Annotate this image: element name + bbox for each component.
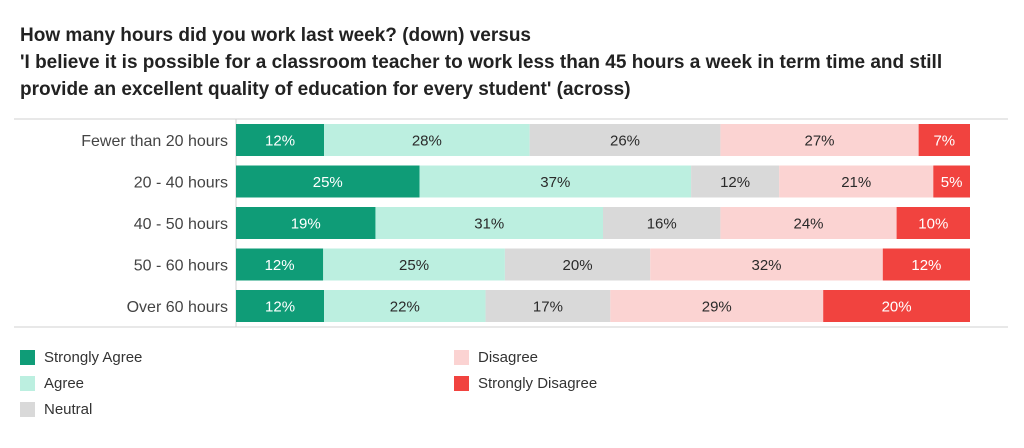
bar-agree-20-40-hours — [419, 165, 692, 198]
chart-title-line-3: provide an excellent quality of educatio… — [20, 79, 631, 100]
chart-title: How many hours did you work last week? (… — [20, 22, 1010, 103]
category-label-fewer-than-20-hours: Fewer than 20 hours — [81, 133, 228, 150]
data-label-agree-50-60-hours: 25% — [399, 257, 429, 274]
legend-label-disagree: Disagree — [478, 348, 539, 366]
data-label-strongly-disagree-fewer-than-20-hours: 7% — [933, 133, 955, 150]
legend-swatch-strongly-agree — [20, 349, 35, 365]
data-label-neutral-50-60-hours: 20% — [563, 257, 593, 274]
bar-agree-over-60-hours — [324, 290, 486, 322]
legend-label-neutral: Neutral — [44, 400, 93, 418]
data-label-disagree-over-60-hours: 29% — [702, 299, 732, 316]
legend-right-column: Disagree Strongly Disagree — [454, 344, 597, 396]
legend-swatch-disagree — [454, 349, 469, 365]
bar-strongly-agree-40-50-hours — [236, 207, 376, 239]
data-label-strongly-agree-40-50-hours: 19% — [291, 216, 321, 233]
data-label-neutral-over-60-hours: 17% — [533, 299, 563, 316]
data-label-agree-20-40-hours: 37% — [540, 174, 570, 191]
bar-disagree-50-60-hours — [650, 248, 883, 281]
data-label-disagree-20-40-hours: 21% — [841, 174, 871, 191]
bar-neutral-50-60-hours — [504, 248, 651, 281]
data-label-agree-fewer-than-20-hours: 28% — [412, 133, 442, 150]
legend-swatch-strongly-disagree — [454, 375, 469, 391]
legend-item-neutral: Neutral — [20, 396, 142, 422]
legend-item-agree: Agree — [20, 370, 142, 396]
bar-strongly-agree-fewer-than-20-hours — [236, 124, 325, 156]
bar-strongly-disagree-over-60-hours — [823, 290, 970, 322]
data-label-disagree-fewer-than-20-hours: 27% — [805, 133, 835, 150]
category-label-40-50-hours: 40 - 50 hours — [134, 216, 228, 233]
bar-strongly-agree-20-40-hours — [236, 165, 420, 198]
data-label-strongly-disagree-50-60-hours: 12% — [911, 257, 941, 274]
data-label-strongly-disagree-20-40-hours: 5% — [941, 174, 963, 191]
bar-neutral-40-50-hours — [603, 207, 721, 239]
data-label-disagree-50-60-hours: 32% — [751, 257, 781, 274]
chart-title-line-2: 'I believe it is possible for a classroo… — [20, 52, 943, 73]
bar-agree-40-50-hours — [375, 207, 603, 239]
data-label-strongly-agree-50-60-hours: 12% — [265, 257, 295, 274]
bar-disagree-over-60-hours — [610, 290, 824, 322]
data-label-agree-over-60-hours: 22% — [390, 299, 420, 316]
bar-agree-50-60-hours — [323, 248, 505, 281]
legend-label-agree: Agree — [44, 374, 85, 392]
bar-disagree-40-50-hours — [720, 207, 897, 239]
data-label-strongly-disagree-40-50-hours: 10% — [918, 216, 948, 233]
category-label-over-60-hours: Over 60 hours — [127, 299, 228, 316]
legend-item-strongly-agree: Strongly Agree — [20, 344, 142, 370]
bar-strongly-disagree-50-60-hours — [882, 248, 970, 281]
category-label-20-40-hours: 20 - 40 hours — [134, 175, 228, 192]
bar-neutral-fewer-than-20-hours — [529, 124, 721, 156]
legend-left-column: Strongly Agree Agree Neutral — [20, 344, 142, 422]
bar-disagree-fewer-than-20-hours — [720, 124, 919, 156]
data-label-agree-40-50-hours: 31% — [474, 216, 504, 233]
data-label-strongly-agree-over-60-hours: 12% — [265, 299, 295, 316]
data-label-neutral-40-50-hours: 16% — [647, 216, 677, 233]
chart-title-line-1: How many hours did you work last week? (… — [20, 25, 531, 46]
bar-strongly-disagree-20-40-hours — [933, 165, 970, 198]
data-label-disagree-40-50-hours: 24% — [794, 216, 824, 233]
bar-neutral-over-60-hours — [485, 290, 611, 322]
bar-strongly-agree-over-60-hours — [236, 290, 325, 322]
legend-item-disagree: Disagree — [454, 344, 597, 370]
data-label-strongly-agree-fewer-than-20-hours: 12% — [265, 133, 295, 150]
data-label-strongly-agree-20-40-hours: 25% — [313, 174, 343, 191]
category-label-50-60-hours: 50 - 60 hours — [134, 258, 228, 275]
bar-strongly-agree-50-60-hours — [236, 248, 324, 281]
bar-neutral-20-40-hours — [691, 165, 780, 198]
data-label-neutral-fewer-than-20-hours: 26% — [610, 133, 640, 150]
legend-label-strongly-agree: Strongly Agree — [44, 348, 143, 366]
legend-item-strongly-disagree: Strongly Disagree — [454, 370, 597, 396]
data-label-strongly-disagree-over-60-hours: 20% — [882, 299, 912, 316]
legend-swatch-agree — [20, 375, 35, 391]
bar-disagree-20-40-hours — [779, 165, 934, 198]
legend-swatch-neutral — [20, 401, 35, 417]
data-label-neutral-20-40-hours: 12% — [720, 174, 750, 191]
bar-strongly-disagree-40-50-hours — [896, 207, 970, 239]
bar-strongly-disagree-fewer-than-20-hours — [918, 124, 970, 156]
bar-agree-fewer-than-20-hours — [324, 124, 530, 156]
legend-label-strongly-disagree: Strongly Disagree — [478, 374, 598, 392]
